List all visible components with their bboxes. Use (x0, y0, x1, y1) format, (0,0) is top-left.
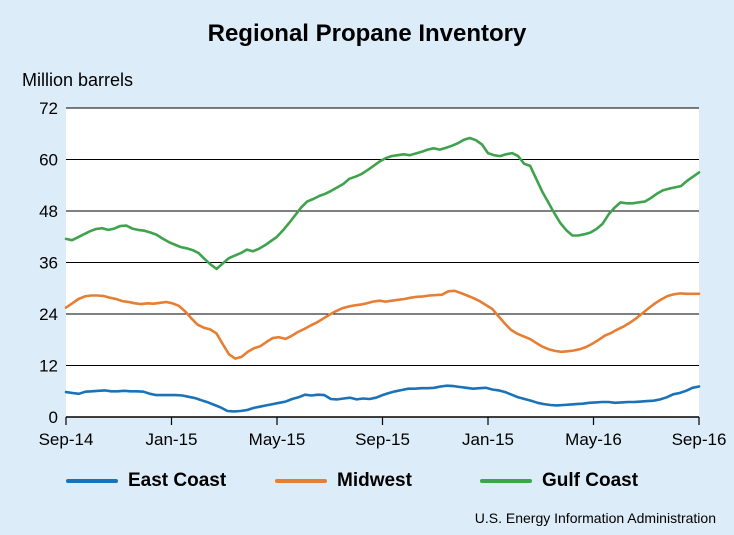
legend-swatch-east-coast (66, 479, 118, 483)
source-note: U.S. Energy Information Administration (474, 510, 716, 526)
y-tick-label: 24 (39, 305, 58, 324)
series-line-gulf-coast (64, 136, 701, 271)
legend-label-east-coast: East Coast (128, 470, 227, 491)
y-tick-label: 12 (39, 357, 58, 376)
x-tick-label: May-16 (565, 430, 622, 449)
legend-item-gulf-coast: Gulf Coast (480, 470, 638, 492)
y-tick-label: 48 (39, 202, 58, 221)
y-tick-labels: 0 12 24 36 48 60 72 (39, 99, 58, 427)
x-tick-label: Jan-15 (462, 430, 514, 449)
y-tick-label: 72 (39, 99, 58, 118)
x-ticks (65, 417, 700, 425)
gridlines (66, 107, 699, 366)
series-line-midwest (64, 289, 701, 360)
x-tick-label: May-15 (249, 430, 306, 449)
series-lines (64, 136, 701, 413)
legend-label-midwest: Midwest (337, 470, 412, 491)
legend-label-gulf-coast: Gulf Coast (542, 470, 639, 491)
legend-swatch-gulf-coast (480, 479, 532, 483)
y-tick-label: 36 (39, 254, 58, 273)
y-tick-label: 60 (39, 151, 58, 170)
legend-item-east-coast: East Coast (66, 470, 226, 492)
series-line-east-coast (64, 384, 701, 413)
chart-title: Regional Propane Inventory (207, 20, 527, 47)
x-tick-label: Sep-16 (672, 430, 727, 449)
x-tick-labels: Sep-14 Jan-15 May-15 Sep-15 Jan-15 May-16 Sep-… (39, 430, 727, 449)
legend-swatch-midwest (275, 479, 327, 483)
legend-item-midwest: Midwest (275, 470, 412, 492)
x-tick-label: Sep-15 (355, 430, 410, 449)
x-tick-label: Jan-15 (146, 430, 198, 449)
y-axis-label: Million barrels (22, 70, 134, 90)
legend: East Coast Midwest Gulf Coast (0, 470, 734, 500)
y-tick-label: 0 (49, 408, 58, 427)
x-tick-label: Sep-14 (39, 430, 94, 449)
